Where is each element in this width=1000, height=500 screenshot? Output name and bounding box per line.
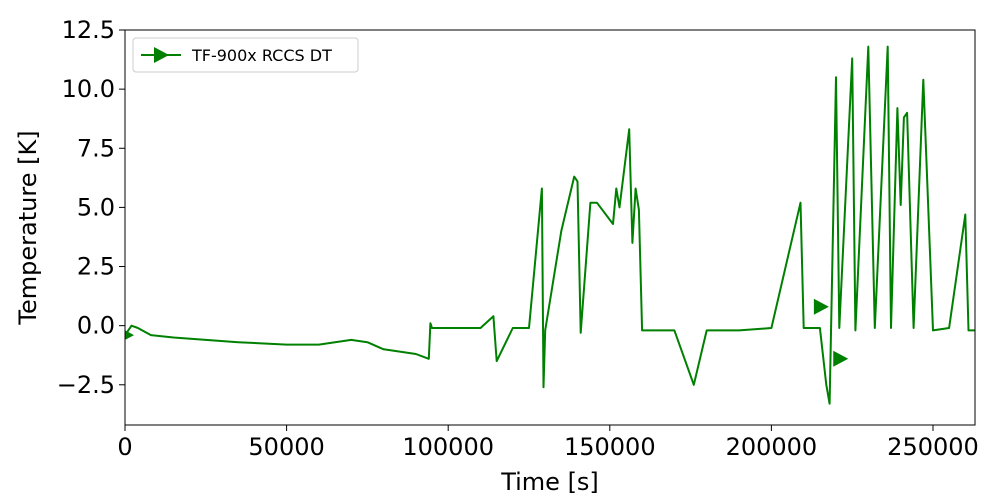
y-tick-label: −2.5	[57, 371, 115, 399]
x-axis: 0 50000 100000 150000 200000 250000	[117, 425, 979, 461]
series-marker	[833, 350, 849, 367]
plot-frame	[124, 29, 976, 426]
y-tick-label: 7.5	[77, 134, 115, 162]
legend-marker-triangle-icon	[154, 47, 169, 63]
y-axis: −2.5 0.0 2.5 5.0 7.5 10.0 12.5	[57, 16, 125, 399]
plot-area	[124, 29, 976, 426]
series-marker	[125, 330, 134, 340]
series-layer	[125, 45, 975, 405]
legend-label: TF-900x RCCS DT	[191, 46, 332, 65]
y-tick-label: 2.5	[77, 253, 115, 281]
legend: TF-900x RCCS DT	[132, 37, 359, 73]
x-tick-label: 200000	[726, 433, 818, 461]
y-tick-label: 10.0	[62, 75, 115, 103]
y-tick-label: 12.5	[62, 16, 115, 44]
x-axis-title: Time [s]	[500, 468, 599, 496]
y-tick-label: 0.0	[77, 312, 115, 340]
x-tick-label: 50000	[248, 433, 324, 461]
y-tick-label: 5.0	[77, 193, 115, 221]
x-tick-label: 250000	[887, 433, 979, 461]
y-axis-title: Temperature [K]	[14, 130, 42, 325]
x-tick-label: 100000	[402, 433, 494, 461]
x-tick-label: 0	[117, 433, 132, 461]
x-tick-label: 150000	[564, 433, 656, 461]
series-line	[125, 45, 975, 405]
series-marker	[813, 298, 829, 315]
legend-box	[132, 37, 359, 73]
